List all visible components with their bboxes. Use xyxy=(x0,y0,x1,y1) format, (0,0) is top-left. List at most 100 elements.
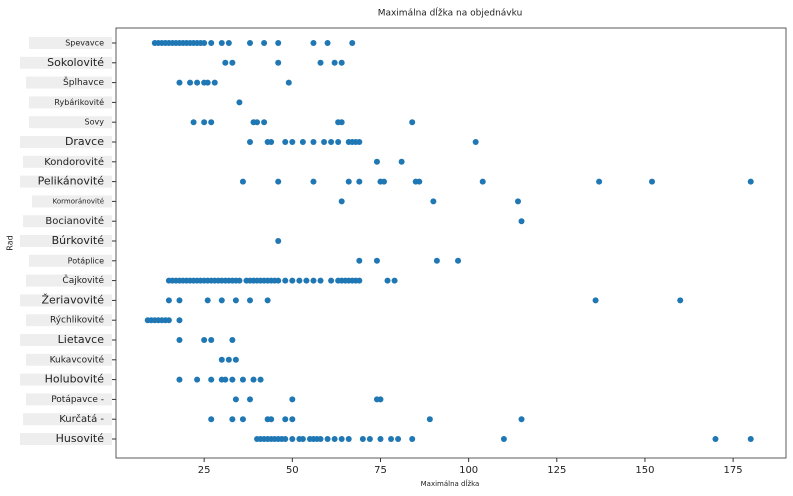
point xyxy=(176,337,183,343)
point xyxy=(349,40,356,46)
point xyxy=(257,376,264,383)
y-tick-label: Potápavce - xyxy=(51,395,104,405)
point xyxy=(218,356,225,363)
point xyxy=(201,119,208,126)
point xyxy=(345,436,352,442)
y-tick-label: Kurčatá - xyxy=(59,413,104,425)
point xyxy=(366,436,373,442)
point xyxy=(384,277,391,284)
point xyxy=(518,218,525,225)
y-label-bg xyxy=(29,37,112,49)
point xyxy=(373,158,380,165)
point xyxy=(239,376,246,383)
point xyxy=(712,436,719,442)
point xyxy=(592,297,599,304)
point xyxy=(747,178,754,185)
point xyxy=(264,297,271,304)
point xyxy=(381,178,387,185)
point xyxy=(677,297,684,304)
point xyxy=(229,376,236,383)
point xyxy=(328,277,335,284)
point xyxy=(747,436,754,442)
point xyxy=(268,139,275,145)
x-axis-label: Maximálna dĺžka xyxy=(421,479,480,488)
point xyxy=(388,436,395,442)
point xyxy=(289,396,296,403)
point xyxy=(596,178,603,185)
y-tick-label: Holubovité xyxy=(45,373,105,386)
point xyxy=(275,178,282,185)
y-label-bg xyxy=(26,314,112,327)
point xyxy=(328,139,335,145)
point xyxy=(321,139,328,145)
point xyxy=(261,40,268,46)
x-tick-label: 25 xyxy=(198,465,211,476)
x-tick-label: 50 xyxy=(286,465,299,476)
point xyxy=(377,396,384,403)
point xyxy=(261,119,268,126)
y-label-bg xyxy=(23,413,112,426)
point xyxy=(317,436,324,442)
y-label-bg xyxy=(23,155,112,168)
x-tick-label: 175 xyxy=(724,465,743,476)
point xyxy=(201,337,208,343)
y-label-bg xyxy=(20,373,112,386)
point xyxy=(218,40,225,46)
point xyxy=(310,40,317,46)
point xyxy=(201,40,208,46)
point xyxy=(356,257,363,264)
point xyxy=(310,277,317,284)
y-label-bg xyxy=(29,96,112,109)
y-label-bg xyxy=(20,175,112,188)
point xyxy=(208,337,215,343)
point xyxy=(338,119,345,126)
y-tick-label: Čajkovité xyxy=(62,274,104,286)
x-tick-label: 100 xyxy=(459,465,478,476)
point xyxy=(356,277,363,284)
y-tick-label: Žeriavovité xyxy=(41,293,104,306)
point xyxy=(409,119,416,126)
point xyxy=(289,277,296,284)
point xyxy=(317,59,324,66)
point xyxy=(254,119,261,126)
point xyxy=(275,40,282,46)
point xyxy=(299,139,306,145)
point xyxy=(204,79,211,86)
point xyxy=(338,59,345,66)
point xyxy=(317,277,324,284)
y-tick-label: Búrkovité xyxy=(52,234,105,247)
y-label-bg xyxy=(20,136,112,148)
point xyxy=(250,376,257,383)
point xyxy=(409,436,416,442)
point xyxy=(239,178,246,185)
y-label-bg xyxy=(29,116,112,129)
point xyxy=(222,376,229,383)
plot-frame xyxy=(115,27,787,459)
point xyxy=(518,416,525,423)
point xyxy=(282,139,289,145)
point xyxy=(236,99,243,106)
point xyxy=(479,178,486,185)
point xyxy=(455,257,462,264)
y-tick-label: Dravce xyxy=(65,135,104,148)
x-tick-label: 75 xyxy=(374,465,387,476)
point xyxy=(165,317,172,324)
point xyxy=(282,436,289,442)
point xyxy=(236,277,243,284)
point xyxy=(345,178,352,185)
point xyxy=(176,317,183,324)
point xyxy=(194,79,201,86)
y-label-bg xyxy=(20,433,112,445)
point xyxy=(225,356,232,363)
point xyxy=(285,79,292,86)
point xyxy=(247,297,253,304)
point xyxy=(398,158,405,165)
point xyxy=(377,436,384,442)
point xyxy=(303,277,310,284)
y-label-bg xyxy=(26,393,112,406)
point xyxy=(338,436,345,442)
y-tick-label: Rybárikovité xyxy=(54,97,104,107)
point xyxy=(239,416,246,423)
y-tick-label: Kormoránovité xyxy=(53,197,104,205)
point xyxy=(176,79,183,86)
